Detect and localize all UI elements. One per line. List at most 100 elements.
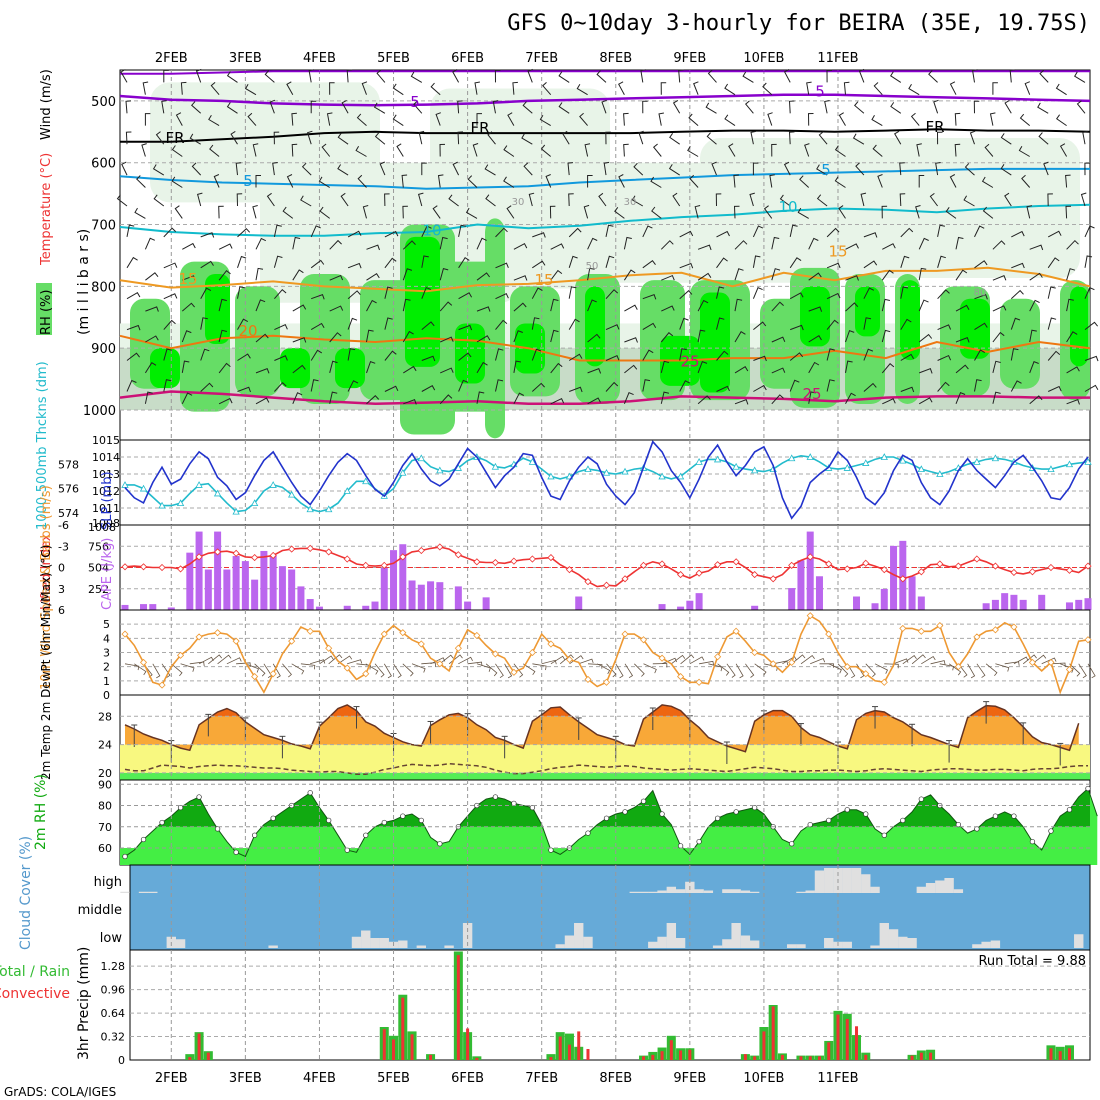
rh2m-point	[270, 815, 276, 821]
wind-barb	[706, 132, 717, 145]
wind-barb	[863, 260, 878, 269]
wind-barb	[181, 330, 192, 343]
wind10m-speed-point	[751, 648, 759, 657]
wind-barb	[771, 301, 784, 312]
wind-barb	[163, 379, 172, 392]
thickness-point	[788, 454, 796, 462]
wind-barb	[550, 243, 565, 250]
temp2m-grid	[120, 695, 1090, 780]
wind-barb	[550, 329, 559, 343]
lifted-index-point	[510, 557, 518, 565]
wind-barb	[826, 319, 839, 330]
wind-barb	[200, 382, 214, 392]
rh-bright-blob	[405, 236, 440, 367]
wind-barb	[881, 362, 895, 374]
slp-axis-label: SLP (mb)	[100, 471, 115, 530]
cloud-bar-low	[898, 936, 908, 948]
wind-barb	[618, 174, 625, 188]
wind10m-barb	[985, 663, 998, 677]
wind-barb	[237, 353, 251, 361]
wind-barb	[1010, 348, 1019, 361]
cape-bar	[251, 579, 259, 610]
thickness-point	[991, 454, 1000, 462]
wind-barb	[651, 206, 662, 219]
wind-barb	[734, 331, 746, 343]
wind10m-barb	[180, 663, 195, 672]
wind-barb	[697, 329, 706, 343]
wind-barb	[899, 193, 906, 207]
wind-barb	[292, 392, 303, 404]
cape-bar	[436, 582, 444, 610]
date-label-top: 3FEB	[229, 51, 262, 66]
wind-barb	[495, 227, 508, 238]
wind-barb	[195, 68, 202, 83]
wind10m-barb	[967, 663, 976, 679]
wind-barb	[963, 195, 975, 207]
lifted-index-point	[491, 558, 499, 567]
wind-barb	[949, 81, 957, 95]
wind-barb	[716, 317, 725, 330]
lifted-index-point	[547, 554, 555, 562]
wind-barb	[521, 133, 533, 145]
wind-barb	[458, 379, 469, 392]
wind-barb	[384, 193, 390, 207]
wind-barb	[1043, 161, 1049, 176]
wind-barb	[679, 380, 690, 392]
cape-ticks: -6 -3 0 3 6 1008 756 504 252	[58, 519, 116, 617]
thickness-point	[325, 505, 333, 513]
wind10m-tick-label: 1	[103, 675, 110, 688]
lifted-index-point	[954, 562, 962, 570]
date-label-top: 11FEB	[817, 51, 858, 66]
cape-bar	[880, 588, 888, 610]
wind-barb	[871, 115, 883, 127]
wind-barb	[992, 305, 1007, 312]
wind-barb	[568, 255, 578, 268]
lifted-index-point	[269, 551, 277, 560]
cape-tick-label: 504	[88, 562, 109, 575]
cape-bar	[371, 601, 379, 610]
wind-barb	[273, 255, 283, 268]
cloud-bar-high	[842, 868, 852, 893]
wind-barb	[264, 70, 275, 83]
wind-barb	[568, 318, 580, 330]
lifted-index-point	[751, 571, 759, 579]
wind-barb	[734, 268, 744, 281]
wind10m-barb	[587, 663, 603, 669]
wind10m-speed-point	[732, 627, 740, 635]
wind-barb	[291, 112, 297, 126]
precip-bar-convective	[817, 1056, 821, 1060]
rh2m-panel: 60 70 80 90	[98, 778, 1098, 866]
slp-tick-label: 1013	[92, 468, 120, 481]
temp2m-line	[124, 704, 1080, 753]
wind-barb	[771, 394, 784, 405]
wind-barb	[1004, 99, 1012, 114]
lifted-index-point	[380, 561, 388, 569]
rh2m-point	[807, 821, 813, 828]
lifted-index-point	[306, 544, 314, 552]
wind10m-speed-point	[584, 675, 592, 683]
date-label-top: 7FEB	[525, 51, 558, 66]
cloud-bar-high	[666, 886, 677, 893]
lifted-index-point	[288, 545, 296, 553]
wind-barb	[531, 317, 540, 330]
wind10m-speed-point	[195, 633, 203, 641]
wind-barb	[141, 143, 147, 157]
wind-barb	[744, 100, 754, 114]
slp-tick-label: 1008	[92, 517, 120, 530]
wind-barb	[255, 237, 267, 250]
wind10m-speed-point	[714, 653, 722, 661]
wind-barb	[816, 194, 828, 207]
wind10m-tick-label: 5	[103, 618, 110, 631]
wind10m-barb	[791, 654, 806, 665]
wind-barb	[1029, 299, 1040, 312]
wind-barb	[155, 131, 165, 145]
wind-barb	[584, 143, 591, 157]
thickness-point	[1065, 460, 1074, 468]
wind-barb	[340, 192, 349, 207]
wind-barb	[974, 293, 988, 300]
wind-barb	[421, 321, 435, 330]
wind-barb	[845, 330, 855, 343]
wind10m-speed-point	[954, 663, 962, 671]
wind10m-speed-point	[399, 629, 407, 637]
wind-barb	[789, 224, 798, 238]
